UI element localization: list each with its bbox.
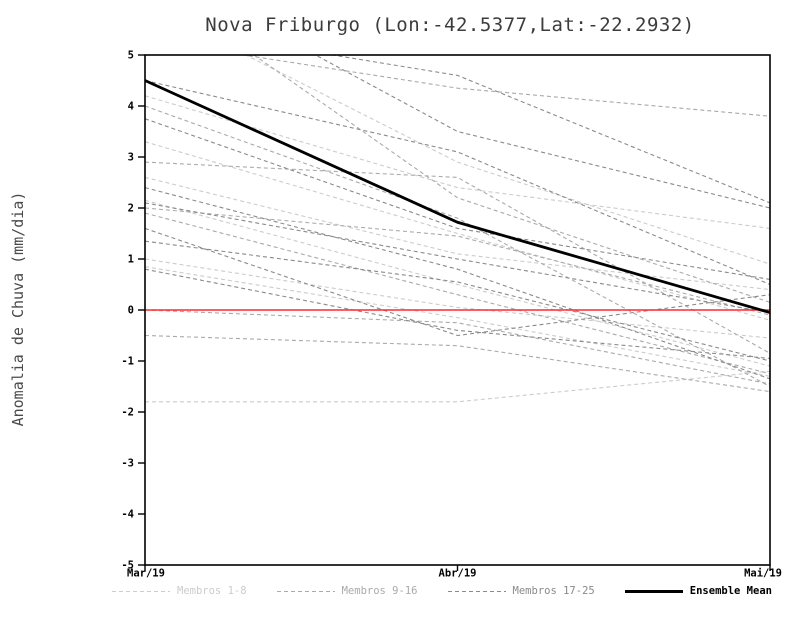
solid-line-swatch-black xyxy=(624,589,683,593)
member-line-group-2 xyxy=(145,207,770,316)
member-line-group-1 xyxy=(145,370,770,403)
legend-label: Membros 9-16 xyxy=(341,585,418,597)
ensemble-mean-line xyxy=(145,79,770,314)
member-line-group-3 xyxy=(145,202,770,314)
x-tick-label: Mar/19 xyxy=(127,568,165,580)
legend-label: Membros 17-25 xyxy=(512,585,595,597)
legend-item-membros-17-25: Membros 17-25 xyxy=(447,585,595,597)
y-tick-label: 3 xyxy=(128,152,134,164)
dashed-line-swatch-dark xyxy=(447,590,506,593)
member-line-group-2 xyxy=(145,105,770,387)
member-line-group-2 xyxy=(145,309,770,385)
chart-title: Nova Friburgo (Lon:-42.5377,Lat:-22.2932… xyxy=(205,14,695,36)
member-line-group-2 xyxy=(145,212,770,375)
legend-item-membros-1-8: Membros 1-8 xyxy=(112,585,247,597)
member-line-group-3 xyxy=(329,55,770,204)
legend-item-membros-9-16: Membros 9-16 xyxy=(276,585,418,597)
y-tick-label: 2 xyxy=(128,203,134,215)
legend-label: Membros 1-8 xyxy=(177,585,247,597)
member-line-group-1 xyxy=(145,266,770,377)
member-line-group-2 xyxy=(145,334,770,393)
member-line-group-1 xyxy=(145,176,770,291)
dashed-line-swatch-medium xyxy=(276,590,335,593)
member-line-group-3 xyxy=(145,227,770,337)
legend-label: Ensemble Mean xyxy=(689,585,772,597)
y-tick-label: 5 xyxy=(128,50,134,62)
y-tick-label: -3 xyxy=(121,458,134,470)
y-tick-label: -1 xyxy=(121,356,134,368)
y-tick-label: 1 xyxy=(128,254,134,266)
y-tick-label: -4 xyxy=(121,509,134,521)
x-tick-label: Abr/19 xyxy=(439,568,477,580)
x-tick-label: Mai/19 xyxy=(744,568,782,580)
legend-item-ensemble-mean: Ensemble Mean xyxy=(624,585,772,597)
member-line-group-1 xyxy=(145,141,770,321)
dashed-line-swatch-light xyxy=(112,590,170,593)
chart-legend: Membros 1-8 Membros 9-16 Membros 17-25 E… xyxy=(112,585,772,597)
member-line-group-1 xyxy=(145,199,770,367)
member-line-group-2 xyxy=(253,55,770,303)
member-line-group-3 xyxy=(145,118,770,280)
member-line-group-3 xyxy=(145,187,770,380)
y-tick-label: 4 xyxy=(128,101,134,113)
y-tick-label: -5 xyxy=(121,560,134,572)
y-tick-label: 0 xyxy=(128,305,134,317)
member-line-group-2 xyxy=(145,161,770,354)
y-tick-label: -2 xyxy=(121,407,134,419)
member-line-group-1 xyxy=(244,55,770,265)
member-line-group-2 xyxy=(240,55,770,117)
member-line-group-1 xyxy=(145,258,770,339)
member-line-group-3 xyxy=(145,79,770,286)
member-line-group-3 xyxy=(145,268,770,359)
member-line-group-3 xyxy=(145,240,770,362)
member-line-group-3 xyxy=(314,55,770,209)
